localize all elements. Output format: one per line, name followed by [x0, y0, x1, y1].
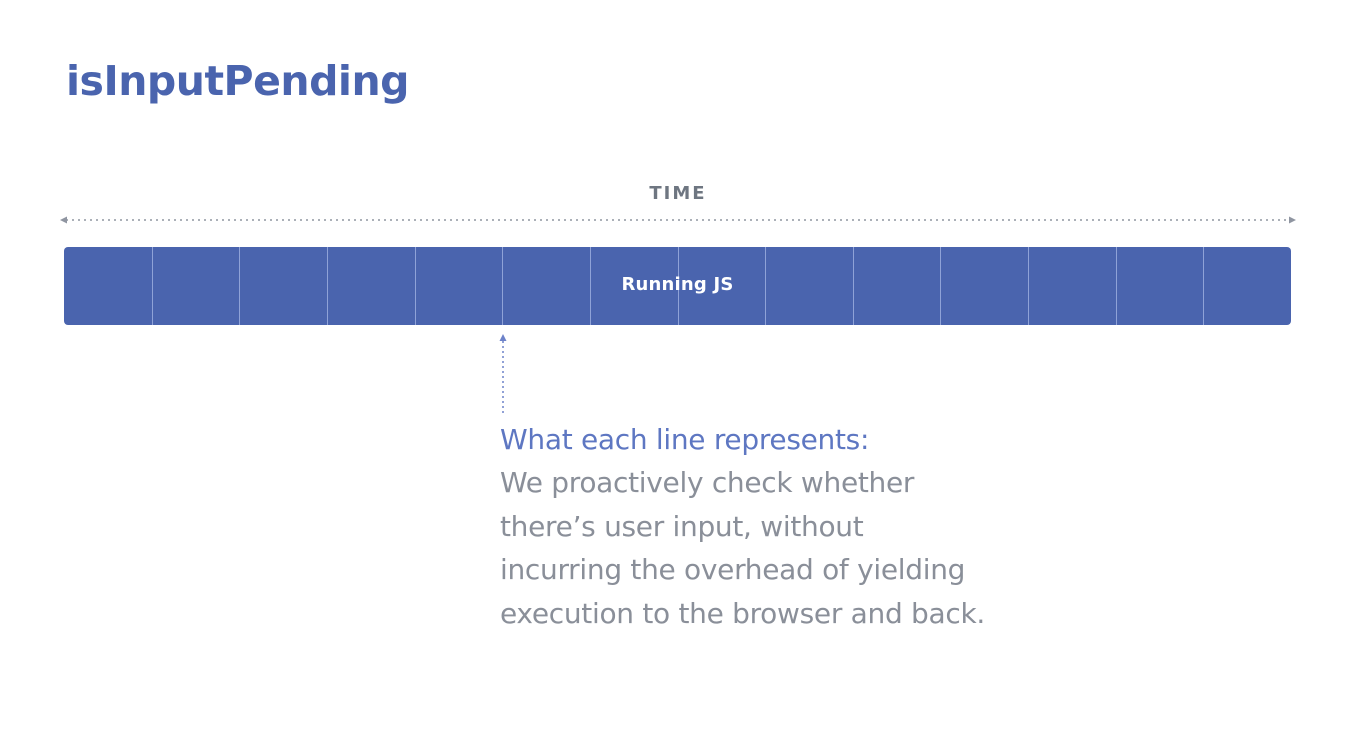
arrowhead-left-icon [60, 216, 67, 224]
caption-line: incurring the overhead of yielding [500, 553, 966, 586]
caption-heading: What each line represents: [500, 423, 870, 456]
segment-divider [326, 247, 328, 325]
segment-divider [940, 247, 942, 325]
segment-divider [765, 247, 767, 325]
segment-divider [414, 247, 416, 325]
segment-divider [1115, 247, 1117, 325]
segment-divider [151, 247, 153, 325]
segment-divider [502, 247, 504, 325]
segment-divider [852, 247, 854, 325]
slide-title: isInputPending [66, 57, 410, 105]
running-js-label: Running JS [621, 274, 734, 295]
segment-divider [677, 247, 679, 325]
caption-body: We proactively check whether there’s use… [500, 461, 985, 635]
segment-divider [1203, 247, 1205, 325]
arrowhead-right-icon [1289, 216, 1296, 224]
arrowhead-up-icon [499, 334, 507, 341]
pointer-arrow [499, 334, 507, 414]
caption-line: execution to the browser and back. [500, 596, 985, 630]
segment-divider [589, 247, 591, 325]
segment-divider [239, 247, 241, 325]
caption-line: We proactively check whether [500, 466, 915, 499]
caption-line: there’s user input, without [500, 509, 864, 543]
segment-divider [1028, 247, 1030, 325]
running-js-bar: Running JS [64, 247, 1291, 325]
time-axis-arrow [60, 216, 1296, 224]
time-axis-label: TIME [649, 183, 707, 204]
